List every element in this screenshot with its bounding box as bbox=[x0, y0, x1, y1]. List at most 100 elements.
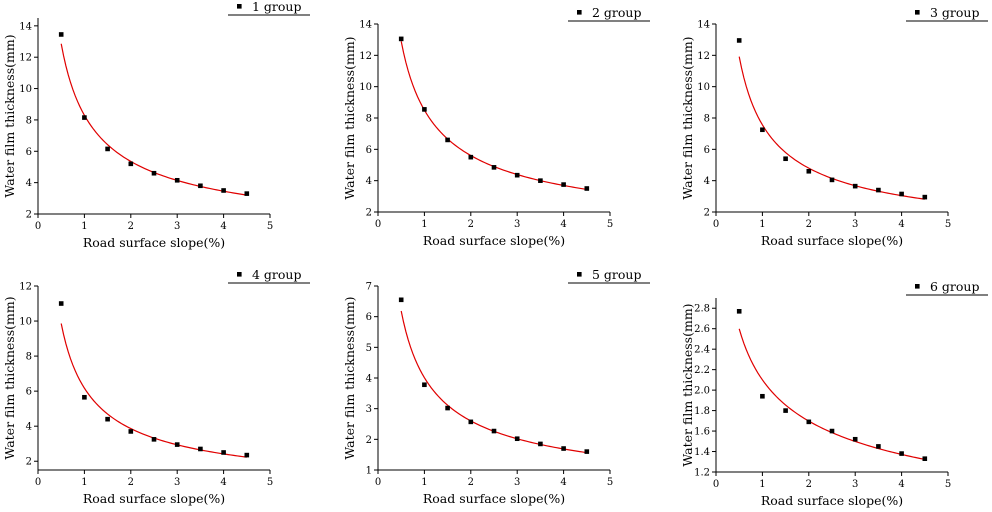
legend-label: 2 group bbox=[592, 5, 641, 20]
x-tick-label: 4 bbox=[220, 477, 226, 488]
x-tick-label: 2 bbox=[468, 219, 474, 230]
data-point bbox=[422, 382, 427, 388]
y-tick-label: 8 bbox=[26, 115, 32, 126]
data-point bbox=[922, 456, 928, 461]
legend: 1 group bbox=[228, 0, 310, 16]
data-point bbox=[151, 170, 157, 176]
data-point bbox=[445, 405, 450, 411]
y-tick-label: 12 bbox=[697, 51, 710, 62]
y-tick-label: 8 bbox=[704, 114, 710, 125]
data-point bbox=[760, 393, 765, 399]
x-tick-label: 0 bbox=[375, 219, 381, 230]
x-tick-label: 0 bbox=[713, 219, 719, 230]
legend-label: 5 group bbox=[592, 267, 641, 282]
legend-marker bbox=[915, 284, 920, 289]
y-tick-label: 2.2 bbox=[694, 365, 710, 376]
data-point bbox=[58, 301, 64, 306]
legend-marker bbox=[237, 272, 242, 277]
x-tick-label: 2 bbox=[806, 219, 812, 230]
x-tick-label: 5 bbox=[945, 219, 951, 230]
data-point bbox=[128, 429, 134, 434]
x-tick-label: 3 bbox=[514, 219, 520, 230]
y-tick-label: 4 bbox=[26, 422, 32, 433]
legend-label: 1 group bbox=[252, 0, 301, 14]
x-axis-title: Road surface slope(%) bbox=[423, 491, 565, 506]
data-point bbox=[876, 187, 881, 193]
y-tick-label: 6 bbox=[26, 387, 32, 398]
y-tick-label: 4 bbox=[366, 176, 372, 187]
y-tick-label: 12 bbox=[359, 51, 372, 62]
x-tick-label: 1 bbox=[81, 477, 87, 488]
data-point bbox=[398, 297, 404, 303]
y-tick-label: 6 bbox=[366, 145, 372, 156]
legend: 5 group bbox=[568, 267, 650, 284]
x-tick-label: 1 bbox=[759, 479, 765, 490]
y-tick-label: 6 bbox=[26, 147, 32, 158]
x-tick-label: 2 bbox=[468, 477, 474, 488]
data-point bbox=[151, 437, 157, 442]
y-tick-label: 14 bbox=[697, 20, 710, 31]
y-tick-label: 10 bbox=[19, 84, 32, 95]
data-point bbox=[584, 449, 590, 454]
data-point bbox=[538, 441, 543, 447]
y-tick-label: 2 bbox=[26, 457, 32, 468]
y-tick-label: 10 bbox=[359, 82, 372, 93]
x-tick-label: 3 bbox=[514, 477, 520, 488]
fit-curve bbox=[738, 328, 925, 461]
data-point bbox=[174, 442, 180, 447]
data-point bbox=[491, 428, 497, 434]
y-tick-label: 2 bbox=[704, 208, 710, 219]
y-tick-label: 14 bbox=[359, 20, 372, 31]
legend-marker bbox=[237, 4, 242, 9]
y-tick-label: 3 bbox=[366, 404, 372, 415]
data-point bbox=[244, 452, 250, 458]
y-tick-label: 2.6 bbox=[694, 324, 710, 335]
x-tick-label: 2 bbox=[806, 479, 812, 490]
data-point bbox=[783, 408, 788, 413]
data-point bbox=[538, 178, 543, 183]
data-point bbox=[584, 186, 590, 191]
data-point bbox=[561, 446, 566, 451]
x-axis-title: Road surface slope(%) bbox=[761, 233, 903, 248]
legend-label: 6 group bbox=[930, 279, 979, 294]
x-axis-title: Road surface slope(%) bbox=[83, 491, 225, 506]
data-point bbox=[82, 115, 87, 120]
data-point bbox=[514, 436, 520, 442]
legend: 2 group bbox=[568, 5, 650, 22]
y-tick-label: 1 bbox=[366, 466, 372, 477]
y-tick-label: 10 bbox=[697, 82, 710, 93]
legend: 3 group bbox=[906, 5, 988, 22]
x-tick-label: 5 bbox=[607, 477, 613, 488]
data-point bbox=[174, 177, 180, 183]
data-point bbox=[198, 183, 203, 189]
data-point bbox=[806, 419, 812, 425]
y-tick-label: 8 bbox=[26, 352, 32, 363]
y-tick-label: 6 bbox=[704, 145, 710, 156]
x-tick-label: 4 bbox=[898, 219, 904, 230]
x-tick-label: 3 bbox=[852, 219, 858, 230]
x-tick-label: 3 bbox=[852, 479, 858, 490]
y-tick-label: 6 bbox=[366, 312, 372, 323]
y-tick-label: 4 bbox=[704, 176, 710, 187]
data-point bbox=[899, 451, 904, 456]
y-axis-title: Water film thickness(mm) bbox=[342, 36, 357, 199]
y-tick-label: 4 bbox=[26, 178, 32, 189]
data-point bbox=[221, 450, 226, 455]
data-point bbox=[221, 188, 226, 193]
y-tick-label: 1.2 bbox=[694, 468, 710, 479]
data-point bbox=[105, 146, 110, 152]
x-tick-label: 5 bbox=[945, 479, 951, 490]
y-axis-title: Water film thickness(mm) bbox=[2, 296, 17, 459]
y-tick-label: 2.8 bbox=[694, 304, 710, 315]
y-tick-label: 2 bbox=[366, 435, 372, 446]
data-point bbox=[829, 177, 835, 183]
y-tick-label: 12 bbox=[19, 53, 32, 64]
x-tick-label: 1 bbox=[421, 477, 427, 488]
data-point bbox=[806, 168, 812, 174]
data-point bbox=[491, 165, 497, 170]
y-tick-label: 2.4 bbox=[694, 345, 710, 356]
